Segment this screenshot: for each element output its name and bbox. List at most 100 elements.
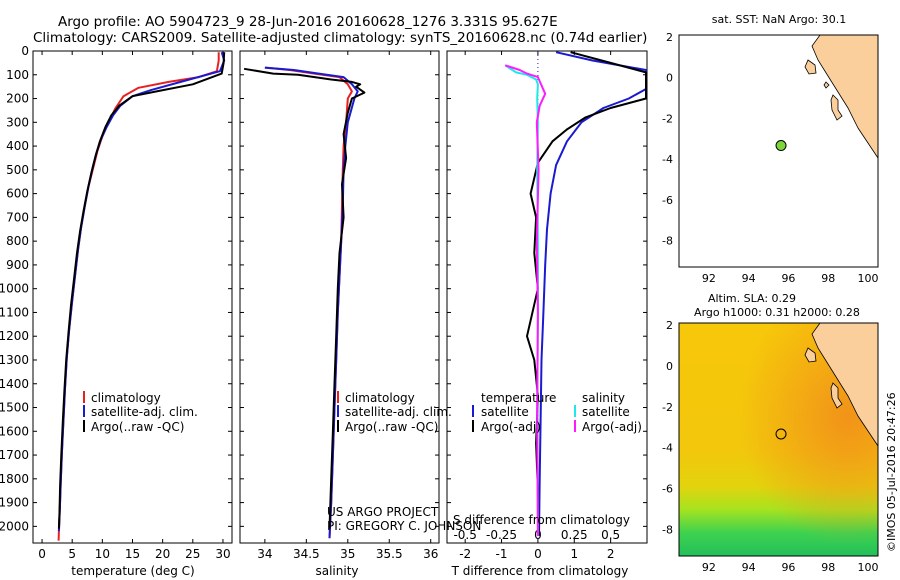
salinity-x-label: salinity (315, 564, 358, 578)
depth-tick-label: 1600 (0, 424, 29, 438)
difference-x-label: T difference from climatology (451, 564, 629, 578)
legend-label-argo: Argo(..raw -QC) (91, 420, 184, 434)
salinity-x-tick-label: 35 (340, 547, 355, 561)
map_sla-lon-tick-label: 100 (858, 561, 879, 574)
sst-argo-marker (775, 140, 787, 152)
depth-tick-label: 1100 (0, 305, 29, 319)
temperature-panel-frame (32, 50, 233, 544)
island-small (823, 81, 830, 89)
depth-tick-label: 300 (6, 115, 29, 129)
series-layer (57, 51, 647, 541)
salinity-x-tick-label: 34.5 (293, 547, 320, 561)
sla-map-frame (678, 322, 879, 557)
salinity-x-tick-label: 36 (423, 547, 438, 561)
depth-tick-label: 1500 (0, 401, 29, 415)
temperature-series-climatology (57, 52, 220, 541)
difference-x-tick-label: 1 (570, 547, 578, 561)
difference-x-tick-label: 0 (534, 547, 542, 561)
map_sst-lon-tick-label: 96 (781, 272, 795, 285)
pi-credit: PI: GREGORY C. JOHNSON (327, 519, 481, 533)
map_sla-lat-tick-label: -8 (662, 523, 673, 536)
figure-title-line2: Climatology: CARS2009. Satellite-adjuste… (33, 30, 647, 46)
difference-x-tick-label: 2 (607, 547, 615, 561)
temperature-x-tick-label: 25 (185, 547, 200, 561)
salinity-legend: climatology satellite-adj. clim. Argo(..… (337, 391, 452, 434)
map_sst-lon-tick-label: 94 (742, 272, 756, 285)
map_sst-lat-tick-label: 0 (666, 72, 673, 85)
legend-label-climatology: climatology (345, 391, 415, 405)
temperature-legend: climatology satellite-adj. clim. Argo(..… (83, 391, 198, 434)
sla-map-title-line1: Altim. SLA: 0.29 (708, 292, 796, 305)
sst-map-title: sat. SST: NaN Argo: 30.1 (712, 13, 846, 26)
difference-x2-tick-label: -0.25 (486, 528, 517, 542)
map_sla-lon-tick-label: 98 (821, 561, 835, 574)
map_sla-lat-tick-label: 2 (666, 319, 673, 332)
difference-x2-tick-label: 0.25 (561, 528, 588, 542)
salinity-panel-frame (239, 50, 440, 544)
depth-tick-label: 0 (21, 44, 29, 58)
map_sst-lon-tick-label: 100 (858, 272, 879, 285)
map_sla-lat-tick-label: -4 (662, 442, 673, 455)
sumatra-coast (811, 323, 878, 447)
sst-map-frame (678, 34, 879, 268)
temperature-x-tick-label: 15 (125, 547, 140, 561)
temperature-x-tick-label: 5 (68, 547, 76, 561)
depth-tick-label: 1700 (0, 448, 29, 462)
map_sla-lon-tick-label: 96 (781, 561, 795, 574)
salinity-x-tick-label: 35.5 (376, 547, 403, 561)
depth-tick-label: 200 (6, 92, 29, 106)
salinity-series-argo (243, 67, 366, 529)
temperature-x-tick-label: 0 (38, 547, 46, 561)
legend-label-satellite: satellite-adj. clim. (345, 405, 452, 419)
difference-x2-tick-label: -0.5 (453, 528, 476, 542)
map_sla-lat-tick-label: -2 (662, 401, 673, 414)
depth-tick-label: 600 (6, 187, 29, 201)
depth-tick-label: 1300 (0, 353, 29, 367)
temperature-x-tick-label: 20 (155, 547, 170, 561)
depth-tick-label: 2000 (0, 519, 29, 533)
depth-tick-label: 800 (6, 234, 29, 248)
legend-label-s-argo: Argo(-adj) (582, 420, 642, 434)
island-siberut (804, 59, 817, 75)
map_sla-lat-tick-label: -6 (662, 483, 673, 496)
depth-tick-label: 1800 (0, 472, 29, 486)
island-pagai (830, 94, 843, 121)
map_sst-lat-tick-label: -8 (662, 235, 673, 248)
temperature-x-tick-label: 30 (215, 547, 230, 561)
legend-label-s-satellite: satellite (582, 405, 630, 419)
difference-series-s_argo (504, 64, 547, 536)
difference-x2-label: S difference from climatology (453, 513, 630, 527)
map_sst-lat-tick-label: -6 (662, 194, 673, 207)
depth-tick-label: 500 (6, 163, 29, 177)
sst-map (678, 34, 879, 268)
map_sst-lat-tick-label: 2 (666, 31, 673, 44)
depth-tick-label: 100 (6, 68, 29, 82)
map_sst-lat-tick-label: -2 (662, 112, 673, 125)
map_sla-lon-tick-label: 94 (742, 561, 756, 574)
difference-series-s_satellite (504, 64, 539, 536)
legend-title-temperature: temperature (481, 391, 556, 405)
difference-series-satellite (538, 51, 647, 536)
depth-tick-label: 1900 (0, 496, 29, 510)
legend-label-satellite: satellite-adj. clim. (91, 405, 198, 419)
difference-panel-frame (446, 50, 648, 544)
legend-title-salinity: salinity (582, 391, 625, 405)
temperature-series-satellite (57, 51, 226, 532)
legend-label-t-argo: Argo(-adj) (481, 420, 541, 434)
temperature-x-label: temperature (deg C) (71, 564, 194, 578)
map_sla-lat-tick-label: 0 (666, 360, 673, 373)
temperature-x-tick-label: 10 (95, 547, 110, 561)
difference-x-tick-label: -2 (459, 547, 471, 561)
sla-map (678, 322, 879, 557)
depth-tick-label: 1000 (0, 282, 29, 296)
legend-label-t-satellite: satellite (481, 405, 529, 419)
figure-title-line1: Argo profile: AO 5904723_9 28-Jun-2016 2… (58, 14, 558, 30)
difference-legend: temperature salinity satellite Argo(-adj… (472, 391, 642, 434)
sla-argo-marker (775, 428, 787, 440)
depth-tick-label: 400 (6, 139, 29, 153)
temperature-series-argo (57, 52, 226, 529)
map_sla-lon-tick-label: 92 (702, 561, 716, 574)
imos-stamp: ©IMOS 05-Jul-2016 20:47:26 (885, 392, 898, 552)
map_sst-lon-tick-label: 92 (702, 272, 716, 285)
